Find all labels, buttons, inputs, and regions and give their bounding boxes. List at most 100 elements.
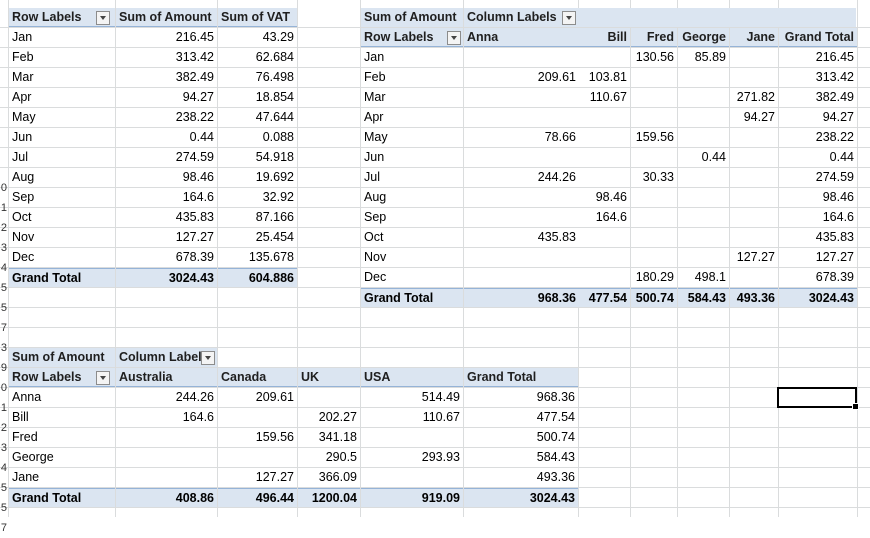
pivot2-value-cell[interactable] (464, 148, 579, 167)
pivot2-value-cell[interactable] (579, 128, 630, 147)
pivot2-grand-total[interactable]: 968.36 (464, 288, 579, 307)
pivot2-value-cell[interactable] (730, 168, 778, 187)
row-number[interactable]: 1 (0, 202, 7, 214)
pivot2-value-cell[interactable] (579, 248, 630, 267)
pivot2-grand-total[interactable]: 584.43 (678, 288, 729, 307)
row-number[interactable] (0, 58, 7, 78)
pivot3-value-cell[interactable]: 159.56 (218, 428, 297, 447)
row-number[interactable]: 9 (0, 362, 7, 374)
pivot2-value-cell[interactable]: 164.6 (579, 208, 630, 227)
pivot2-value-cell[interactable]: 678.39 (779, 268, 857, 287)
pivot2-value-cell[interactable] (730, 268, 778, 287)
pivot3-value-cell[interactable]: 366.09 (298, 468, 360, 487)
pivot2-grand-total[interactable]: 500.74 (631, 288, 677, 307)
pivot2-value-cell[interactable] (464, 88, 579, 107)
pivot2-value-cell[interactable] (579, 268, 630, 287)
pivot1-value-cell[interactable]: 98.46 (116, 168, 217, 187)
pivot1-value-cell[interactable]: 25.454 (218, 228, 297, 247)
pivot2-value-cell[interactable]: 271.82 (730, 88, 778, 107)
pivot2-value-cell[interactable]: 94.27 (779, 108, 857, 127)
pivot2-column-labels-filter-button[interactable] (562, 11, 576, 25)
pivot2-value-cell[interactable] (579, 168, 630, 187)
pivot2-row-label[interactable]: Apr (361, 108, 463, 127)
pivot2-value-cell[interactable] (579, 228, 630, 247)
pivot2-value-cell[interactable] (730, 128, 778, 147)
pivot1-value-cell[interactable]: 164.6 (116, 188, 217, 207)
pivot1-row-label[interactable]: Jun (9, 128, 115, 147)
pivot1-value-cell[interactable]: 32.92 (218, 188, 297, 207)
pivot1-row-label[interactable]: Aug (9, 168, 115, 187)
pivot2-value-cell[interactable]: 0.44 (779, 148, 857, 167)
pivot1-value-cell[interactable]: 435.83 (116, 208, 217, 227)
row-number[interactable] (0, 78, 7, 98)
pivot3-value-cell[interactable] (218, 408, 297, 427)
pivot1-grand-total[interactable]: 604.886 (218, 268, 297, 287)
pivot2-value-cell[interactable]: 164.6 (779, 208, 857, 227)
row-number[interactable]: 4 (0, 462, 7, 474)
pivot3-value-cell[interactable]: 209.61 (218, 388, 297, 407)
pivot2-value-cell[interactable] (730, 228, 778, 247)
pivot2-value-cell[interactable] (730, 48, 778, 67)
row-number[interactable]: 5 (0, 302, 7, 314)
pivot3-grand-total[interactable]: 919.09 (361, 488, 463, 507)
row-number[interactable]: 5 (0, 482, 7, 494)
pivot2-value-cell[interactable] (730, 208, 778, 227)
pivot1-value-cell[interactable]: 76.498 (218, 68, 297, 87)
pivot3-value-cell[interactable] (218, 448, 297, 467)
row-number[interactable] (0, 138, 7, 158)
pivot2-value-cell[interactable] (464, 248, 579, 267)
pivot1-value-cell[interactable]: 18.854 (218, 88, 297, 107)
pivot2-row-label[interactable]: Oct (361, 228, 463, 247)
pivot2-row-labels-filter-button[interactable] (447, 31, 461, 45)
pivot2-value-cell[interactable]: 78.66 (464, 128, 579, 147)
pivot2-value-cell[interactable] (730, 148, 778, 167)
pivot3-grand-total[interactable]: 496.44 (218, 488, 297, 507)
pivot2-value-cell[interactable]: 98.46 (579, 188, 630, 207)
pivot3-column-labels-filter-button[interactable] (201, 351, 215, 365)
pivot2-value-cell[interactable] (631, 208, 677, 227)
pivot1-row-label[interactable]: Jul (9, 148, 115, 167)
pivot1-row-label[interactable]: Mar (9, 68, 115, 87)
pivot2-value-cell[interactable] (678, 168, 729, 187)
pivot1-grand-total[interactable]: 3024.43 (116, 268, 217, 287)
pivot2-value-cell[interactable] (678, 128, 729, 147)
pivot2-value-cell[interactable]: 313.42 (779, 68, 857, 87)
pivot3-value-cell[interactable]: 493.36 (464, 468, 578, 487)
pivot2-value-cell[interactable]: 238.22 (779, 128, 857, 147)
pivot3-grand-total[interactable]: 1200.04 (298, 488, 360, 507)
pivot1-value-cell[interactable]: 43.29 (218, 28, 297, 47)
pivot1-value-cell[interactable]: 87.166 (218, 208, 297, 227)
pivot3-value-cell[interactable] (361, 468, 463, 487)
pivot2-value-cell[interactable]: 244.26 (464, 168, 579, 187)
pivot3-row-label[interactable]: Jane (9, 468, 115, 487)
pivot2-row-label[interactable]: Sep (361, 208, 463, 227)
pivot1-value-cell[interactable]: 238.22 (116, 108, 217, 127)
pivot2-value-cell[interactable] (678, 188, 729, 207)
pivot2-grand-total[interactable]: 3024.43 (779, 288, 857, 307)
pivot2-value-cell[interactable]: 180.29 (631, 268, 677, 287)
pivot2-value-cell[interactable]: 110.67 (579, 88, 630, 107)
pivot3-value-cell[interactable]: 341.18 (298, 428, 360, 447)
pivot2-value-cell[interactable] (678, 88, 729, 107)
row-number[interactable]: 1 (0, 402, 7, 414)
pivot1-row-label[interactable]: Feb (9, 48, 115, 67)
pivot1-value-cell[interactable]: 0.088 (218, 128, 297, 147)
pivot1-value-cell[interactable]: 216.45 (116, 28, 217, 47)
row-number[interactable]: 0 (0, 182, 7, 194)
pivot2-row-label[interactable]: Jan (361, 48, 463, 67)
pivot3-value-cell[interactable] (298, 388, 360, 407)
pivot3-value-cell[interactable]: 500.74 (464, 428, 578, 447)
pivot1-grand-total[interactable]: Grand Total (9, 268, 115, 287)
pivot2-value-cell[interactable]: 130.56 (631, 48, 677, 67)
pivot1-value-cell[interactable]: 0.44 (116, 128, 217, 147)
pivot3-value-cell[interactable]: 127.27 (218, 468, 297, 487)
row-number[interactable]: 3 (0, 242, 7, 254)
row-number[interactable]: 0 (0, 382, 7, 394)
row-number[interactable]: 2 (0, 422, 7, 434)
pivot1-value-cell[interactable]: 382.49 (116, 68, 217, 87)
pivot1-value-cell[interactable]: 62.684 (218, 48, 297, 67)
pivot2-value-cell[interactable] (678, 68, 729, 87)
pivot2-value-cell[interactable] (464, 268, 579, 287)
pivot2-value-cell[interactable] (631, 228, 677, 247)
pivot2-row-label[interactable]: Dec (361, 268, 463, 287)
